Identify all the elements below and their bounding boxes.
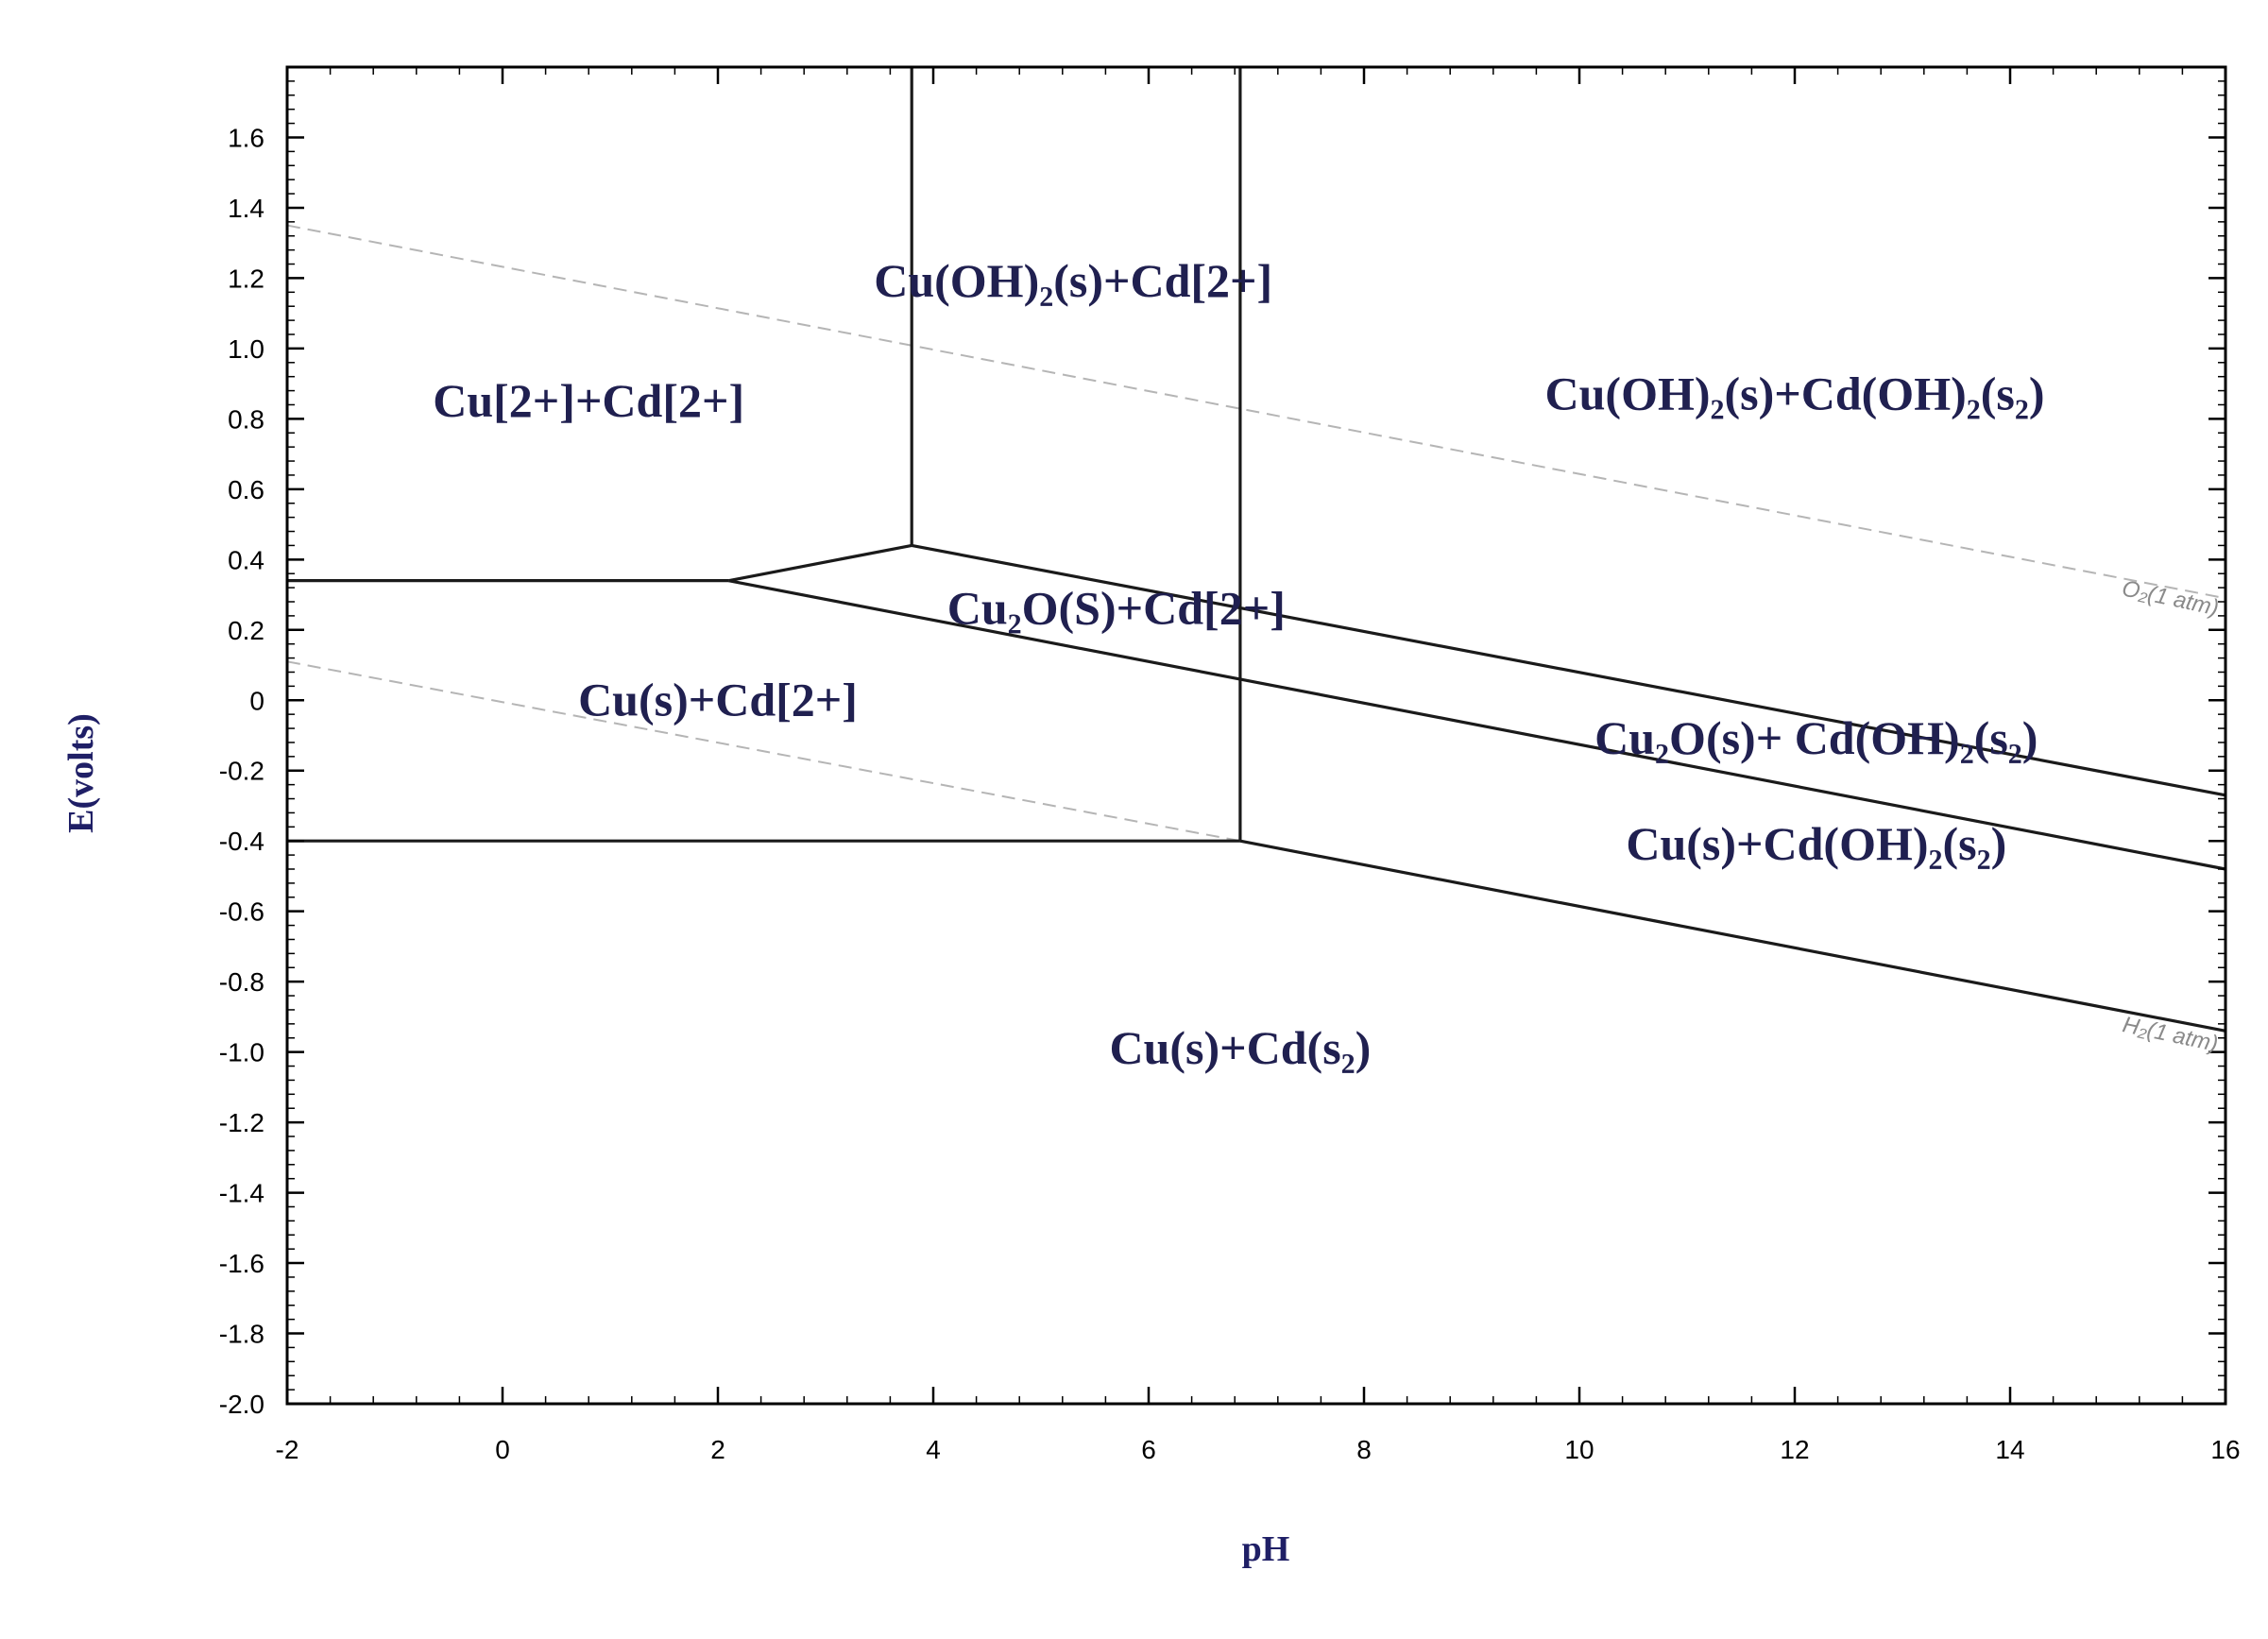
x-tick-label: 12 — [1780, 1435, 1809, 1464]
y-tick-label: 0.2 — [228, 616, 264, 645]
y-tick-label: -0.8 — [219, 967, 264, 997]
y-tick-label: 1.2 — [228, 264, 264, 293]
x-tick-label: 4 — [926, 1435, 941, 1464]
y-tick-labels: 1.6 1.4 1.2 1.0 0.8 0.6 0.4 0.2 0 -0.2 -0.4 -0.6 -0.… — [219, 123, 264, 1419]
x-tick-label: 14 — [1995, 1435, 2024, 1464]
y-tick-label: -2.0 — [219, 1390, 264, 1419]
region-label: Cu(s)+Cd[2+] — [578, 673, 858, 726]
region-label: Cu(OH)₂(s)+Cd(OH)₂(s₂) — [1545, 367, 2045, 419]
phase-boundary-line — [728, 579, 2226, 871]
region-label: Cu₂O(S)+Cd[2+] — [947, 581, 1286, 634]
y-axis-title: E(volts) — [61, 713, 101, 833]
y-tick-label: -1.4 — [219, 1179, 264, 1208]
x-tick-labels: -2 0 2 4 6 8 10 12 14 16 — [276, 1435, 2241, 1464]
x-tick-label: 6 — [1141, 1435, 1156, 1464]
y-tick-label: 1.6 — [228, 123, 264, 152]
y-tick-label: -1.0 — [219, 1038, 264, 1067]
reference-lines — [286, 224, 2226, 843]
phase-boundaries — [287, 67, 2226, 1033]
reference-line-labels: O₂(1 atm)H₂(1 atm) — [2120, 575, 2221, 1057]
y-tick-label: 0.8 — [228, 404, 264, 434]
y-tick-label: -0.6 — [219, 897, 264, 927]
region-label: Cu(s)+Cd(OH)₂(s₂) — [1626, 817, 2006, 870]
region-label: Cu(OH)₂(s)+Cd[2+] — [874, 254, 1272, 307]
water-stability-line — [286, 224, 2226, 600]
y-tick-label: -1.2 — [219, 1108, 264, 1137]
plot-frame — [285, 65, 2227, 1406]
phase-boundary-line — [1239, 839, 2226, 1033]
x-tick-label: -2 — [276, 1435, 299, 1464]
y-tick-label: 1.4 — [228, 194, 264, 223]
reference-line-label: O₂(1 atm) — [2120, 575, 2221, 621]
x-tick-label: 16 — [2210, 1435, 2240, 1464]
water-stability-line — [286, 660, 1241, 843]
x-tick-label: 10 — [1564, 1435, 1594, 1464]
phase-boundary-line — [911, 543, 2226, 797]
x-axis-title: pH — [1242, 1529, 1290, 1569]
y-tick-label: -1.6 — [219, 1249, 264, 1278]
y-tick-label: 0.4 — [228, 545, 264, 574]
x-tick-label: 2 — [710, 1435, 725, 1464]
region-label: Cu₂O(s)+ Cd(OH)₂(s₂) — [1594, 711, 2038, 764]
y-tick-label: -1.8 — [219, 1320, 264, 1349]
x-tick-label: 8 — [1356, 1435, 1372, 1464]
y-tick-label: -0.2 — [219, 757, 264, 786]
region-label: Cu(s)+Cd(s₂) — [1109, 1021, 1371, 1074]
x-tick-label: 0 — [495, 1435, 510, 1464]
y-tick-label: 0 — [249, 686, 264, 715]
region-label: Cu[2+]+Cd[2+] — [433, 374, 744, 427]
phase-boundary-line — [728, 543, 912, 583]
region-labels: Cu[2+]+Cd[2+] Cu(OH)₂(s)+Cd[2+] Cu(OH)₂(s)… — [433, 254, 2044, 1074]
y-tick-label: 0.6 — [228, 475, 264, 504]
y-tick-label: 1.0 — [228, 334, 264, 364]
y-tick-label: -0.4 — [219, 827, 264, 856]
